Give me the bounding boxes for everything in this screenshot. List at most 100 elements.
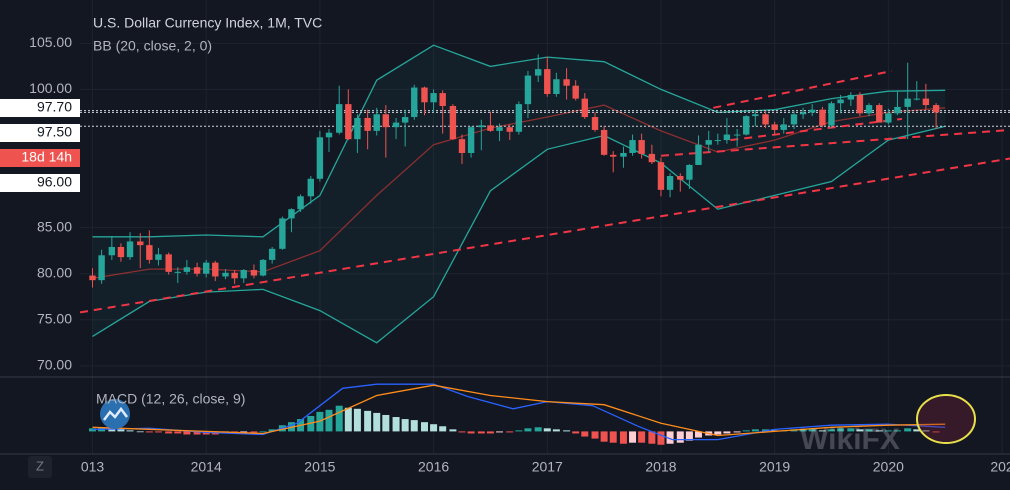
- candle-body: [932, 105, 940, 113]
- candle-body: [780, 124, 787, 130]
- candle-body: [657, 162, 665, 190]
- macd-histogram-bar: [117, 429, 125, 432]
- macd-histogram-bar: [648, 431, 656, 444]
- macd-histogram-bar: [193, 431, 201, 435]
- candle-body: [819, 109, 826, 126]
- x-tick-label: 013: [81, 459, 105, 475]
- candle-body: [449, 105, 457, 140]
- candle-body: [506, 127, 513, 132]
- macd-histogram-bar: [420, 422, 428, 432]
- candle-body: [572, 85, 579, 99]
- y-tick-label: 75.00: [37, 310, 72, 326]
- candle-body: [876, 105, 883, 123]
- watermark: WikiFX: [800, 423, 900, 456]
- chart-title: U.S. Dollar Currency Index, 1M, TVC: [93, 15, 322, 31]
- candle-body: [89, 275, 96, 281]
- candle-body: [307, 178, 314, 197]
- candle-body: [458, 139, 466, 153]
- macd-histogram-bar: [799, 429, 807, 432]
- candle-body: [515, 104, 523, 132]
- trend-line: [713, 69, 892, 109]
- candle-body: [202, 262, 210, 274]
- candle-body: [666, 176, 674, 190]
- candle-body: [439, 93, 446, 106]
- highlight-circle: [916, 394, 976, 444]
- macd-histogram-bar: [572, 431, 580, 434]
- candle-body: [165, 254, 172, 272]
- candle-body: [828, 103, 835, 126]
- bollinger-upper: [92, 44, 946, 238]
- candle-body: [364, 117, 371, 131]
- macd-histogram-bar: [145, 431, 153, 433]
- macd-histogram-bar: [552, 429, 560, 432]
- price-label: 97.50: [37, 124, 72, 140]
- macd-histogram-bar: [250, 431, 258, 433]
- candle-body: [705, 140, 712, 145]
- toolbar-button[interactable]: [28, 456, 52, 478]
- candle-body: [894, 106, 901, 114]
- macd-histogram-bar: [364, 410, 372, 432]
- candle-body: [392, 122, 400, 128]
- macd-histogram-bar: [733, 431, 741, 433]
- macd-histogram-bar: [657, 431, 665, 445]
- candle-body: [250, 270, 258, 276]
- candle-body: [733, 134, 741, 136]
- price-label-box: [0, 99, 80, 117]
- x-tick-label: 2019: [759, 459, 790, 475]
- macd-histogram-bar: [467, 431, 475, 434]
- trend-line: [660, 128, 1010, 157]
- candle-body: [648, 153, 656, 163]
- macd-histogram-bar: [884, 430, 892, 432]
- macd-histogram-bar: [893, 430, 901, 432]
- candle-body: [193, 267, 201, 274]
- candle-body: [126, 241, 134, 258]
- macd-histogram-bar: [401, 419, 409, 432]
- macd-histogram-bar: [922, 430, 930, 432]
- candle-body: [345, 104, 352, 140]
- candle-body: [430, 93, 437, 103]
- x-tick-label: 2017: [532, 459, 563, 475]
- macd-histogram-bar: [742, 430, 750, 432]
- macd-histogram-bar: [382, 414, 390, 432]
- macd-histogram-bar: [373, 412, 381, 432]
- y-tick-label: 70.00: [37, 357, 72, 373]
- candle-body: [913, 98, 920, 100]
- price-label-box: [0, 174, 80, 192]
- macd-histogram-bar: [165, 431, 173, 434]
- candle-body: [714, 140, 722, 142]
- macd-histogram-bar: [439, 426, 447, 432]
- x-tick-label: 2020: [873, 459, 904, 475]
- macd-histogram-bar: [183, 431, 191, 435]
- candle-body: [382, 114, 390, 128]
- candle-body: [259, 259, 267, 276]
- candle-body: [297, 196, 304, 210]
- macd-histogram-bar: [259, 431, 267, 433]
- macd-histogram-bar: [932, 431, 940, 433]
- macd-histogram-bar: [913, 429, 921, 432]
- macd-histogram-bar: [609, 431, 617, 443]
- candle-body: [421, 87, 428, 103]
- macd-histogram-bar: [344, 407, 352, 432]
- macd-histogram-bar: [477, 431, 485, 434]
- x-tick-label: 202: [990, 459, 1010, 475]
- macd-histogram-bar: [515, 430, 523, 432]
- candle-body: [174, 271, 181, 273]
- y-tick-label: 100.00: [29, 80, 72, 96]
- macd-histogram-bar: [108, 428, 116, 432]
- macd-histogram-bar: [875, 430, 883, 432]
- band-fill: [92, 45, 946, 343]
- macd-label: MACD (12, 26, close, 9): [96, 391, 245, 407]
- candle-body: [610, 154, 617, 157]
- macd-histogram-bar: [563, 430, 571, 432]
- macd-histogram-bar: [392, 417, 400, 432]
- candle-body: [240, 270, 247, 279]
- candle-body: [544, 69, 551, 94]
- macd-icon-glyph: [103, 406, 128, 421]
- price-pane: [80, 44, 1010, 344]
- macd-histogram-bar: [136, 431, 144, 433]
- y-tick-label: 80.00: [37, 264, 72, 280]
- candle-body: [695, 144, 702, 165]
- macd-histogram-bar: [506, 431, 514, 433]
- macd-icon[interactable]: [100, 399, 130, 429]
- candle-body: [336, 104, 343, 133]
